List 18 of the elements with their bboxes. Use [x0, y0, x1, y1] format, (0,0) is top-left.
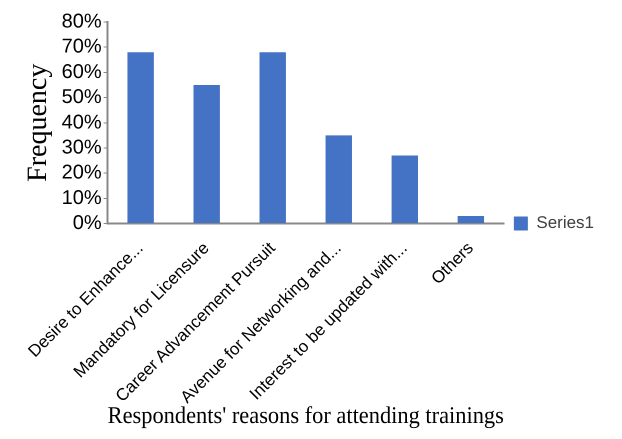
y-tick-label: 0% [72, 212, 102, 234]
bar [458, 216, 484, 223]
bar [193, 84, 220, 223]
y-tick-label: 80% [62, 10, 102, 33]
y-tick-label: 30% [62, 136, 102, 158]
y-axis-title: Frequency [22, 64, 54, 182]
legend-label: Series1 [536, 213, 594, 232]
y-tick-label: 60% [62, 60, 102, 83]
y-tick-label: 50% [62, 86, 102, 108]
x-axis-title: Respondents' reasons for attending trainings [108, 402, 504, 430]
bar [127, 52, 154, 223]
bar [392, 155, 418, 223]
bar [260, 52, 286, 223]
y-tick-label: 70% [62, 36, 102, 58]
y-tick-label: 40% [62, 111, 102, 134]
y-tick-label: 10% [62, 186, 102, 209]
bar [326, 135, 352, 223]
y-tick-label: 20% [62, 162, 102, 184]
